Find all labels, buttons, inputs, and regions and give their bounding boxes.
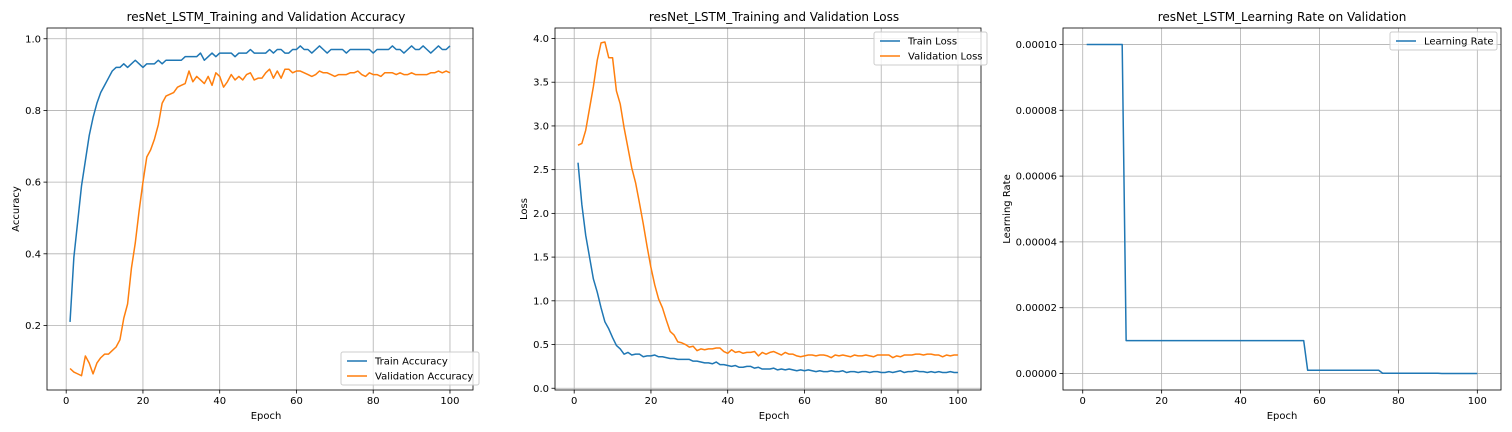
learning-rate-x-tick-label: 60 <box>1313 396 1326 407</box>
accuracy-x-tick-label: 20 <box>137 396 150 407</box>
series-line-validation-accuracy <box>69 68 451 377</box>
learning-rate-series-lines <box>1086 43 1478 375</box>
learning-rate-panel: resNet_LSTM_Learning Rate on Validation … <box>1002 10 1502 422</box>
loss-x-tick-label: 0 <box>571 396 577 407</box>
loss-y-tick-label: 2.5 <box>533 165 549 176</box>
legend-label-train-accuracy: Train Accuracy <box>374 357 448 368</box>
loss-panel: resNet_LSTM_Training and Validation Loss… <box>519 10 988 422</box>
learning-rate-y-axis-label: Learning Rate <box>1002 174 1013 244</box>
accuracy-x-tick-label: 100 <box>440 396 459 407</box>
loss-x-tick-label: 40 <box>721 396 734 407</box>
loss-grid <box>555 28 981 390</box>
accuracy-y-tick-label: 0.4 <box>25 249 41 260</box>
learning-rate-y-tick-label: 0.00004 <box>1016 237 1057 248</box>
learning-rate-ticks: 0 20 40 60 80 100 0.00000 0.00002 0.00004 0.00006… <box>1016 40 1487 407</box>
accuracy-ticks: 0 20 40 60 80 100 0.2 0.4 0.6 0.8 1.0 <box>25 34 459 407</box>
accuracy-chart-title: resNet_LSTM_Training and Validation Accu… <box>127 10 406 24</box>
learning-rate-y-tick-label: 0.00010 <box>1016 40 1057 51</box>
accuracy-legend: Train Accuracy Validation Accuracy <box>340 351 480 386</box>
accuracy-panel: resNet_LSTM_Training and Validation Accu… <box>11 10 480 422</box>
accuracy-x-tick-label: 40 <box>213 396 226 407</box>
learning-rate-x-tick-label: 100 <box>1468 396 1487 407</box>
loss-ticks: 0 20 40 60 80 100 0.0 0.5 1.0 1.5 2.0 2.5 3.0 3.5 4.0 <box>533 34 967 407</box>
loss-chart-title: resNet_LSTM_Training and Validation Loss <box>649 10 899 24</box>
learning-rate-y-tick-label: 0.00008 <box>1016 106 1057 117</box>
accuracy-y-tick-label: 0.2 <box>25 321 41 332</box>
learning-rate-x-axis-label: Epoch <box>1267 411 1298 422</box>
series-line-train-accuracy <box>69 45 451 322</box>
learning-rate-y-tick-label: 0.00000 <box>1016 369 1057 380</box>
series-line-validation-loss <box>577 41 958 359</box>
loss-y-tick-label: 0.5 <box>533 340 549 351</box>
learning-rate-chart-title: resNet_LSTM_Learning Rate on Validation <box>1158 10 1407 24</box>
loss-x-tick-label: 60 <box>798 396 811 407</box>
accuracy-y-axis-label: Accuracy <box>11 186 22 232</box>
legend-label-validation-accuracy: Validation Accuracy <box>375 372 473 383</box>
loss-x-tick-label: 20 <box>645 396 658 407</box>
accuracy-y-tick-label: 0.8 <box>25 106 41 117</box>
learning-rate-y-tick-label: 0.00006 <box>1016 172 1057 183</box>
accuracy-y-tick-label: 0.6 <box>25 178 41 189</box>
accuracy-series-lines <box>69 45 451 377</box>
loss-legend-box <box>873 31 988 66</box>
loss-x-axis-label: Epoch <box>759 411 790 422</box>
accuracy-y-tick-label: 1.0 <box>25 34 41 45</box>
loss-x-tick-label: 80 <box>875 396 888 407</box>
learning-rate-grid <box>1063 28 1501 390</box>
loss-y-tick-label: 2.0 <box>533 209 549 220</box>
accuracy-plot-frame <box>46 27 474 391</box>
accuracy-x-tick-label: 0 <box>63 396 69 407</box>
loss-y-tick-label: 4.0 <box>533 34 549 45</box>
accuracy-x-axis-label: Epoch <box>251 411 282 422</box>
accuracy-x-tick-label: 60 <box>290 396 303 407</box>
loss-y-tick-label: 3.5 <box>533 78 549 89</box>
learning-rate-x-tick-label: 40 <box>1234 396 1247 407</box>
learning-rate-legend-box <box>1389 31 1498 51</box>
learning-rate-y-tick-label: 0.00002 <box>1016 303 1057 314</box>
loss-y-tick-label: 1.0 <box>533 296 549 307</box>
loss-y-tick-label: 1.5 <box>533 253 549 264</box>
loss-series-lines <box>577 41 958 374</box>
learning-rate-x-tick-label: 20 <box>1155 396 1168 407</box>
learning-rate-x-tick-label: 0 <box>1080 396 1086 407</box>
learning-rate-x-tick-label: 80 <box>1392 396 1405 407</box>
accuracy-legend-box <box>340 351 480 386</box>
loss-y-axis-label: Loss <box>519 198 530 220</box>
accuracy-x-tick-label: 80 <box>367 396 380 407</box>
loss-plot-frame <box>554 27 982 391</box>
loss-y-tick-label: 3.0 <box>533 121 549 132</box>
loss-x-tick-label: 100 <box>948 396 967 407</box>
learning-rate-legend: Learning Rate <box>1389 31 1498 51</box>
legend-label-train-loss: Train Loss <box>907 37 957 48</box>
loss-y-tick-label: 0.0 <box>533 384 549 395</box>
accuracy-grid <box>47 28 473 390</box>
legend-label-learning-rate: Learning Rate <box>1424 37 1494 48</box>
loss-legend: Train Loss Validation Loss <box>873 31 988 66</box>
series-line-train-loss <box>577 162 958 374</box>
legend-label-validation-loss: Validation Loss <box>908 52 983 63</box>
series-line-learning-rate <box>1086 43 1478 375</box>
learning-rate-plot-frame <box>1062 27 1502 391</box>
